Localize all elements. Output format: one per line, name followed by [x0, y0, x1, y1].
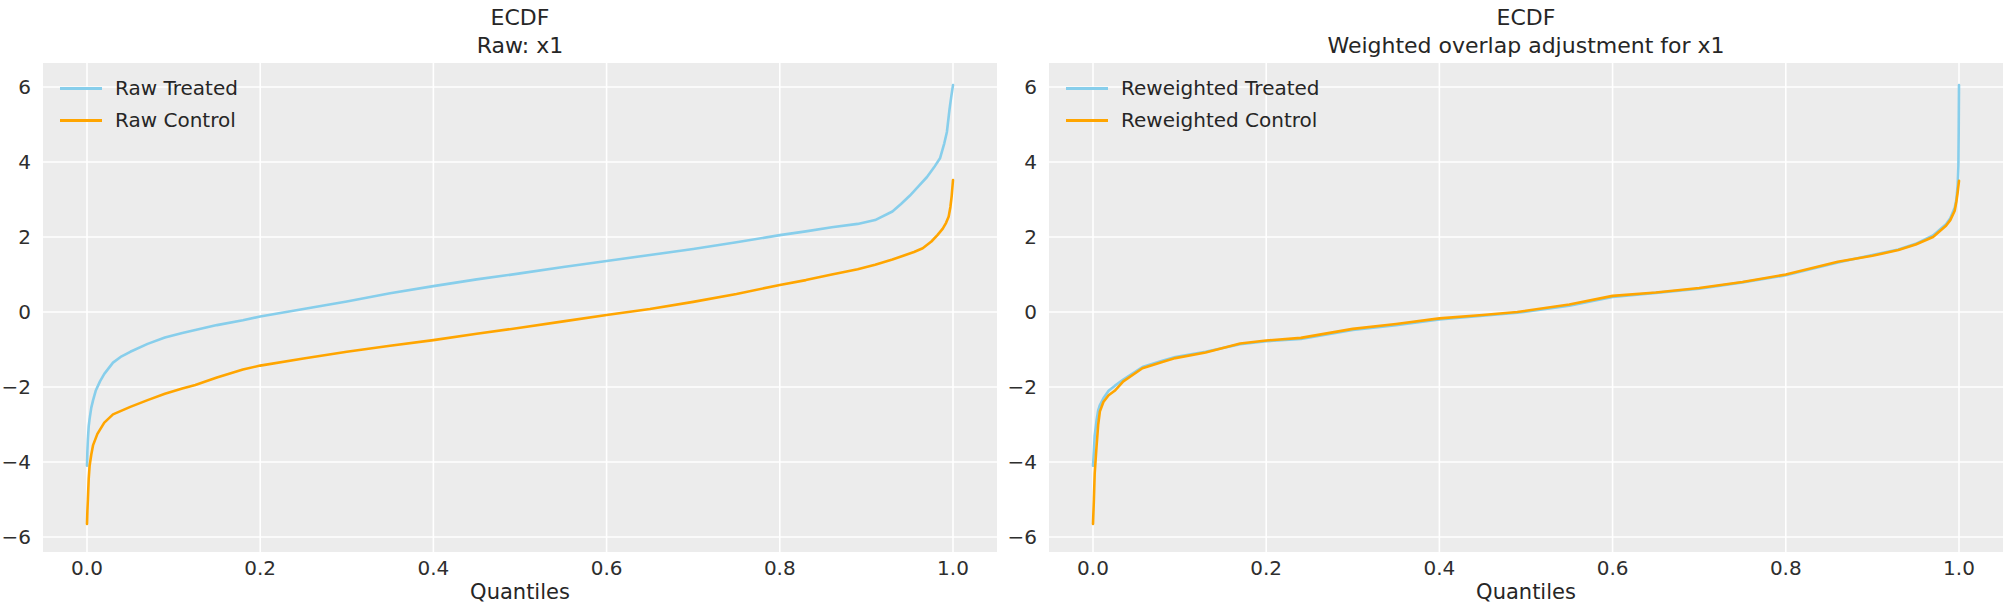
legend-label: Raw Treated	[115, 76, 238, 100]
right-plot-canvas	[1049, 63, 2003, 552]
right-plot-title-line1: ECDF	[1049, 4, 2003, 32]
legend-line-sample	[1066, 87, 1108, 90]
x-tick-label: 0.8	[764, 556, 796, 580]
y-tick-label: −4	[2, 450, 31, 474]
x-tick-label: 0.8	[1770, 556, 1802, 580]
figure: ECDF Raw: x1 Raw Treated Raw Control 0.0 0…	[0, 0, 2011, 611]
x-tick-label: 0.4	[417, 556, 449, 580]
legend-entry: Raw Treated	[60, 72, 238, 104]
x-tick-label: 0.0	[71, 556, 103, 580]
series-line	[1093, 85, 1959, 466]
y-tick-label: 2	[1024, 225, 1037, 249]
x-tick-label: 0.2	[1250, 556, 1282, 580]
right-plot-legend: Reweighted Treated Reweighted Control	[1066, 72, 1320, 136]
left-plot-legend: Raw Treated Raw Control	[60, 72, 238, 136]
left-plot-title-line2: Raw: x1	[43, 32, 997, 60]
y-tick-label: 6	[1024, 75, 1037, 99]
right-plot-xlabel: Quantiles	[1049, 580, 2003, 604]
y-tick-label: −6	[1008, 525, 1037, 549]
right-plot-axes: ECDF Weighted overlap adjustment for x1 …	[1049, 63, 2003, 552]
x-tick-label: 0.0	[1077, 556, 1109, 580]
x-tick-label: 0.6	[591, 556, 623, 580]
legend-label: Reweighted Control	[1121, 108, 1317, 132]
left-plot-title: ECDF Raw: x1	[43, 4, 997, 60]
y-tick-label: 0	[18, 300, 31, 324]
y-tick-label: 4	[1024, 150, 1037, 174]
y-tick-label: 6	[18, 75, 31, 99]
y-tick-label: 2	[18, 225, 31, 249]
right-plot-title: ECDF Weighted overlap adjustment for x1	[1049, 4, 2003, 60]
legend-line-sample	[60, 119, 102, 122]
x-tick-label: 0.4	[1423, 556, 1455, 580]
y-tick-label: 4	[18, 150, 31, 174]
legend-label: Reweighted Treated	[1121, 76, 1320, 100]
left-plot-axes: ECDF Raw: x1 Raw TreatedRaw Control 0.00…	[43, 63, 997, 552]
legend-entry: Raw Control	[60, 104, 238, 136]
legend-entry: Reweighted Control	[1066, 104, 1320, 136]
legend-line-sample	[1066, 119, 1108, 122]
legend-line-sample	[60, 87, 102, 90]
x-tick-label: 1.0	[937, 556, 969, 580]
y-tick-label: −2	[2, 375, 31, 399]
y-tick-label: −4	[1008, 450, 1037, 474]
y-tick-label: 0	[1024, 300, 1037, 324]
y-tick-label: −2	[1008, 375, 1037, 399]
x-tick-label: 1.0	[1943, 556, 1975, 580]
x-tick-label: 0.6	[1597, 556, 1629, 580]
x-tick-label: 0.2	[244, 556, 276, 580]
legend-label: Raw Control	[115, 108, 236, 132]
y-tick-label: −6	[2, 525, 31, 549]
series-line	[87, 180, 953, 524]
legend-entry: Reweighted Treated	[1066, 72, 1320, 104]
left-plot-title-line1: ECDF	[43, 4, 997, 32]
series-line	[1093, 181, 1959, 524]
left-plot-canvas	[43, 63, 997, 552]
left-plot-xlabel: Quantiles	[43, 580, 997, 604]
right-plot-title-line2: Weighted overlap adjustment for x1	[1049, 32, 2003, 60]
